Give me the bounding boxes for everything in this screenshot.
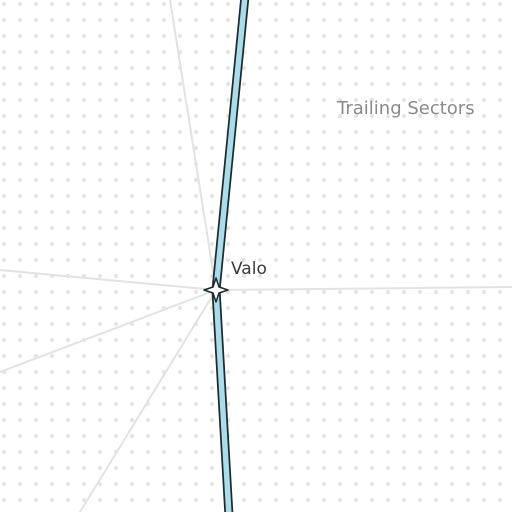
guide-line	[215, 286, 512, 291]
guide-line	[79, 289, 217, 512]
guide-line	[169, 0, 217, 291]
place-label[interactable]: Valo	[231, 259, 267, 279]
four-point-star-icon[interactable]	[203, 277, 229, 303]
guide-line	[0, 269, 217, 291]
region-label: Trailing Sectors	[337, 98, 475, 119]
guide-line	[0, 289, 217, 373]
